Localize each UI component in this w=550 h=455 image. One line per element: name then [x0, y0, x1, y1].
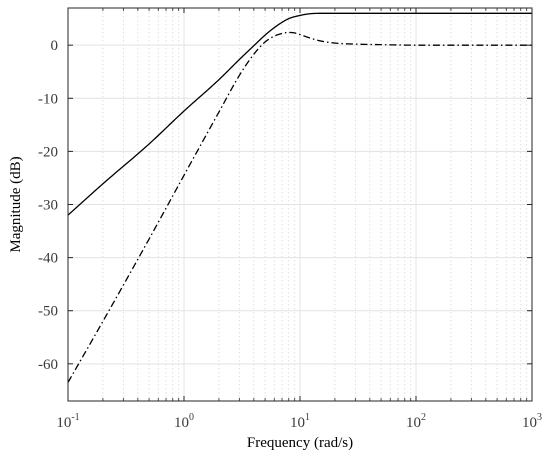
- grid: [67, 8, 533, 401]
- y-tick-label: -20: [38, 144, 58, 160]
- ticks: [67, 8, 533, 401]
- x-axis-title: Frequency (rad/s): [247, 435, 353, 451]
- x-tick-label: 101: [290, 412, 310, 431]
- y-tick-label: -10: [38, 91, 58, 107]
- series-group: [67, 12, 532, 383]
- series-dashdot-line: [67, 31, 532, 383]
- y-tick-label: 0: [51, 38, 59, 54]
- y-tick-label: -40: [38, 251, 58, 267]
- x-tick-label: 100: [174, 412, 194, 431]
- y-tick-label: -50: [38, 304, 58, 320]
- x-tick-label: 102: [406, 412, 426, 431]
- series-solid-line: [67, 12, 532, 216]
- y-axis-title: Magnitude (dB): [8, 156, 24, 252]
- x-tick-labels: 10-1 100 101 102 103: [56, 412, 542, 431]
- x-tick-label: 103: [522, 412, 542, 431]
- y-tick-labels: 0 -10 -20 -30 -40 -50 -60: [38, 38, 58, 373]
- y-tick-label: -30: [38, 198, 58, 214]
- y-tick-label: -60: [38, 357, 58, 373]
- x-tick-label: 10-1: [56, 412, 79, 431]
